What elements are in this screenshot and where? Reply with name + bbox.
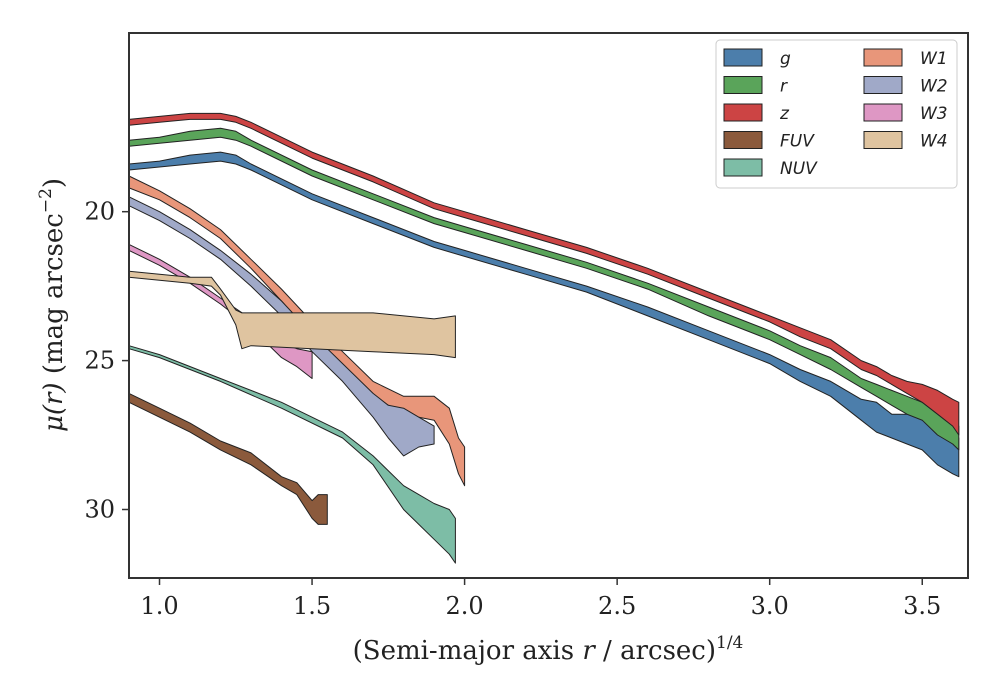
legend-label-r: r xyxy=(780,77,788,97)
legend-swatch-z xyxy=(723,103,763,122)
series-band-z xyxy=(128,112,960,436)
plot-area xyxy=(128,112,960,564)
series-band-w1 xyxy=(128,175,466,487)
legend-swatch-w1 xyxy=(863,48,903,67)
legend-label-fuv: FUV xyxy=(780,132,815,152)
x-tick-label: 2.5 xyxy=(598,592,636,620)
legend-label-g: g xyxy=(780,49,791,69)
legend-label-z: z xyxy=(779,104,790,124)
plot-frame xyxy=(128,32,969,579)
legend-label-w2: W2 xyxy=(920,77,948,97)
legend-label-w3: W3 xyxy=(920,104,948,124)
x-tick-label: 3.5 xyxy=(903,592,941,620)
legend-swatch-w3 xyxy=(863,103,903,122)
series-band-fuv xyxy=(128,392,328,525)
y-tick-label: 25 xyxy=(84,347,115,375)
legend: grz FUV NUV W1 W2 W3 W4 xyxy=(715,39,958,189)
series-band-w4 xyxy=(128,270,456,359)
legend-swatch-fuv xyxy=(723,131,763,149)
legend-swatch-g xyxy=(723,48,763,67)
x-tick-label: 3.0 xyxy=(751,592,789,620)
legend-label-nuv: NUV xyxy=(780,159,818,179)
y-axis-title: μ(r) (mag arcsec−2) xyxy=(36,178,69,432)
legend-label-w4: W4 xyxy=(920,132,948,152)
x-tick-label: 2.0 xyxy=(446,592,484,620)
legend-swatch-w4 xyxy=(863,131,903,149)
y-tick-label: 20 xyxy=(84,198,115,226)
series-band-r xyxy=(128,127,960,451)
legend-swatch-nuv xyxy=(723,158,763,177)
series-band-nuv xyxy=(128,345,456,564)
legend-label-w1: W1 xyxy=(920,49,948,69)
legend-swatch-w2 xyxy=(863,76,903,94)
x-axis: 1.0 1.5 2.0 2.5 3.0 3.5 xyxy=(140,578,941,620)
y-tick-label: 30 xyxy=(84,496,115,524)
x-axis-title: (Semi-major axis r / arcsec)1/4 xyxy=(353,633,744,666)
series-band-w2 xyxy=(128,196,435,457)
series-band-g xyxy=(128,151,960,478)
y-axis: 20 25 30 xyxy=(84,198,129,524)
x-tick-label: 1.0 xyxy=(140,592,178,620)
x-tick-label: 1.5 xyxy=(293,592,331,620)
legend-swatch-r xyxy=(723,76,763,94)
